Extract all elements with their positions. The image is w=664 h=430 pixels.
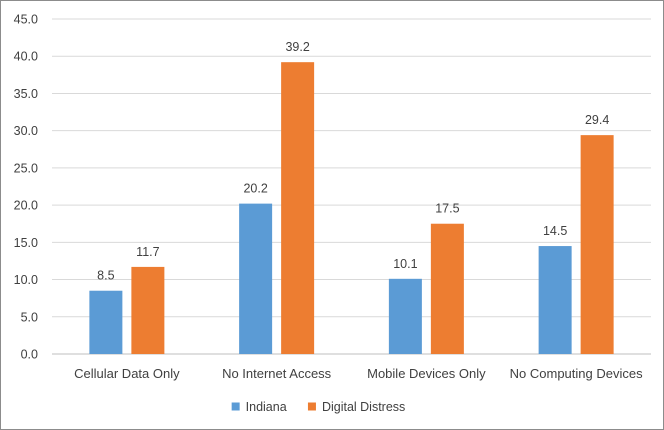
y-tick-label: 40.0 xyxy=(14,50,38,64)
data-label: 10.1 xyxy=(393,257,417,271)
bar-digital-distress xyxy=(580,135,614,354)
data-label: 39.2 xyxy=(285,40,309,54)
bar-indiana xyxy=(538,246,572,354)
y-tick-label: 45.0 xyxy=(14,13,38,27)
x-category-label: Mobile Devices Only xyxy=(367,366,486,381)
data-label: 11.7 xyxy=(136,245,159,259)
bar-digital-distress xyxy=(131,266,165,354)
y-tick-label: 25.0 xyxy=(14,161,38,175)
x-category-label: No Internet Access xyxy=(222,366,332,381)
legend-label: Indiana xyxy=(246,400,287,414)
data-label: 29.4 xyxy=(585,113,609,127)
data-label: 17.5 xyxy=(435,202,459,216)
data-label: 8.5 xyxy=(97,269,114,283)
data-label: 20.2 xyxy=(243,182,267,196)
bar-indiana xyxy=(89,290,123,354)
y-tick-label: 20.0 xyxy=(14,199,38,213)
data-label: 14.5 xyxy=(543,224,567,238)
legend: Indiana Digital Distress xyxy=(231,400,405,414)
y-tick-label: 35.0 xyxy=(14,87,38,101)
y-tick-label: 0.0 xyxy=(21,348,38,362)
x-category-label: Cellular Data Only xyxy=(74,366,180,381)
bars xyxy=(89,62,614,355)
x-axis: Cellular Data Only No Internet Access Mobi… xyxy=(74,366,643,381)
bar-indiana xyxy=(388,278,422,354)
legend-label: Digital Distress xyxy=(322,400,405,414)
bar-indiana xyxy=(239,203,273,354)
x-category-label: No Computing Devices xyxy=(510,366,643,381)
legend-swatch xyxy=(231,402,240,411)
bar-digital-distress xyxy=(430,223,464,354)
data-labels: 8.5 11.7 20.2 39.2 10.1 17.5 14.5 29.4 xyxy=(97,40,609,283)
y-tick-label: 5.0 xyxy=(21,310,38,324)
y-axis: 0.0 5.0 10.0 15.0 20.0 25.0 30.0 35.0 40.0 45.0 xyxy=(14,13,38,362)
y-tick-label: 10.0 xyxy=(14,273,38,287)
bar-digital-distress xyxy=(281,62,315,355)
legend-swatch xyxy=(307,402,316,411)
y-tick-label: 30.0 xyxy=(14,124,38,138)
y-tick-label: 15.0 xyxy=(14,236,38,250)
